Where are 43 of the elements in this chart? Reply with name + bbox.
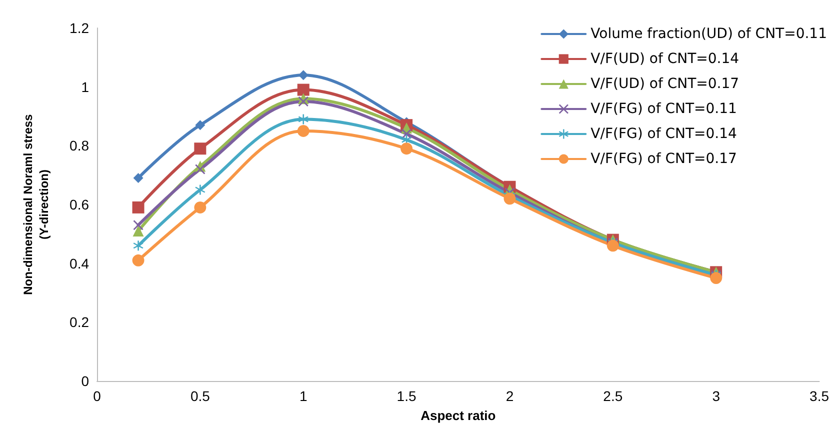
x-tick-label: 1.5 [396, 388, 416, 404]
y-tick-label: 1 [81, 78, 90, 95]
point [133, 173, 144, 184]
legend-label: V/F(FG) of CNT=0.17 [590, 151, 737, 167]
point [298, 70, 308, 80]
x-tick-label: 3.5 [810, 388, 830, 404]
x-tick-label: 0 [93, 388, 102, 404]
y-tick-label: 1.2 [70, 20, 90, 36]
x-tick-label: 3 [712, 388, 720, 404]
x-tick-label: 2 [506, 388, 514, 404]
point [132, 254, 144, 266]
point [195, 184, 206, 195]
legend-label: Volume fraction(UD) of CNT=0.11 [590, 26, 828, 42]
legend-label: V/F(FG) of CNT=0.14 [590, 126, 738, 142]
point [195, 120, 206, 130]
point [194, 142, 206, 155]
y-tick-label: 0 [81, 373, 90, 389]
point [298, 96, 308, 107]
legend-label: V/F(FG) of CNT=0.11 [590, 101, 737, 117]
x-axis-title: Aspect ratio [420, 408, 496, 423]
legend-label: V/F(UD) of CNT=0.17 [590, 76, 740, 92]
point [132, 201, 144, 214]
point [606, 240, 619, 252]
point [400, 142, 413, 155]
point [132, 225, 144, 236]
point [298, 114, 308, 124]
legend-label: V/F(UD) of CNT=0.14 [590, 51, 740, 67]
point [297, 124, 310, 137]
point [297, 84, 310, 96]
x-tick-label: 2.5 [603, 388, 623, 404]
point [133, 240, 144, 251]
y-tick-label: 0.2 [70, 314, 90, 330]
y-tick-label: 0.4 [70, 255, 90, 272]
x-tick-label: 1 [299, 388, 308, 404]
point [194, 201, 206, 214]
point [710, 272, 722, 284]
point [504, 192, 516, 205]
y-tick-label: 0.8 [70, 138, 90, 154]
point [133, 220, 144, 230]
y-tick-label: 0.6 [70, 196, 90, 212]
x-tick-label: 0.5 [190, 388, 210, 404]
point [195, 164, 206, 174]
y-axis-title: Non-dimensional Noraml stress (Y-direction) [21, 114, 51, 295]
